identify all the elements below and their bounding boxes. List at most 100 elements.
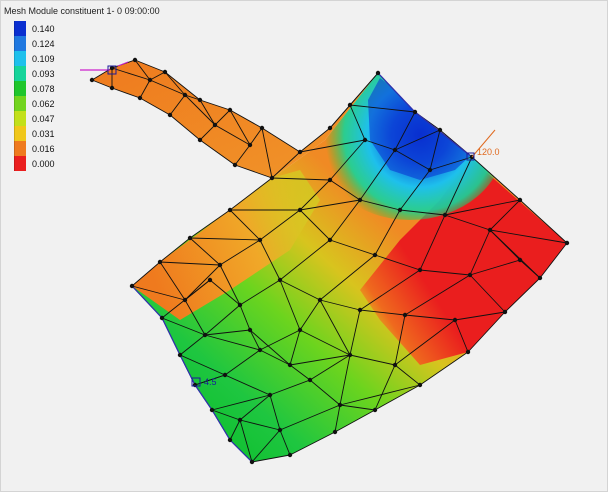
- mesh-node[interactable]: [287, 452, 293, 458]
- mesh-node[interactable]: [267, 392, 273, 398]
- mesh-node[interactable]: [487, 227, 493, 233]
- mesh-node[interactable]: [227, 437, 233, 443]
- mesh-edge: [111, 67, 151, 81]
- mesh-node[interactable]: [327, 237, 333, 243]
- red-zone: [360, 158, 567, 365]
- mesh-node[interactable]: [182, 92, 188, 98]
- mesh-edge: [299, 299, 321, 331]
- mesh-node[interactable]: [249, 459, 255, 465]
- mesh-node[interactable]: [129, 283, 135, 289]
- mesh-node[interactable]: [452, 317, 458, 323]
- mesh-node[interactable]: [227, 107, 233, 113]
- mesh-node[interactable]: [417, 267, 423, 273]
- mesh-node[interactable]: [132, 57, 138, 63]
- mesh-node[interactable]: [257, 347, 263, 353]
- mesh-node[interactable]: [327, 177, 333, 183]
- mesh-node[interactable]: [467, 272, 473, 278]
- mesh-node[interactable]: [247, 327, 253, 333]
- mesh-node[interactable]: [232, 162, 238, 168]
- mesh-node[interactable]: [89, 77, 95, 83]
- right-marker-box[interactable]: [466, 152, 475, 161]
- mesh-node[interactable]: [502, 309, 508, 315]
- mesh-node[interactable]: [517, 257, 523, 263]
- mesh-node[interactable]: [465, 349, 471, 355]
- mesh-edge: [229, 177, 273, 211]
- mesh-node[interactable]: [222, 372, 228, 378]
- mesh-node[interactable]: [277, 427, 283, 433]
- mesh-node[interactable]: [277, 277, 283, 283]
- mesh-node[interactable]: [197, 97, 203, 103]
- mesh-node[interactable]: [372, 407, 378, 413]
- mesh-node[interactable]: [427, 167, 433, 173]
- mesh-node[interactable]: [207, 277, 213, 283]
- mesh-node[interactable]: [517, 197, 523, 203]
- mesh-node[interactable]: [397, 207, 403, 213]
- mesh-node[interactable]: [192, 382, 198, 388]
- mesh-node[interactable]: [297, 207, 303, 213]
- mesh-node[interactable]: [332, 429, 338, 435]
- mesh-node[interactable]: [109, 65, 115, 71]
- mesh-node[interactable]: [109, 85, 115, 91]
- mesh-edge: [394, 149, 431, 171]
- mesh-edge: [319, 254, 376, 301]
- mesh-node[interactable]: [417, 382, 423, 388]
- legend-swatch: [14, 96, 26, 111]
- mesh-node[interactable]: [327, 125, 333, 131]
- mesh-node[interactable]: [187, 235, 193, 241]
- mesh-node[interactable]: [317, 297, 323, 303]
- mesh-node[interactable]: [347, 102, 353, 108]
- legend-label: 0.047: [32, 113, 55, 124]
- mesh-node[interactable]: [297, 149, 303, 155]
- mesh-node[interactable]: [297, 327, 303, 333]
- legend-swatch: [14, 111, 26, 126]
- mesh-node[interactable]: [197, 137, 203, 143]
- legend-swatch: [14, 156, 26, 171]
- mesh-edge: [229, 109, 263, 129]
- mesh-node[interactable]: [287, 362, 293, 368]
- mesh-node[interactable]: [259, 125, 265, 131]
- mesh-node[interactable]: [392, 147, 398, 153]
- mesh-node[interactable]: [357, 307, 363, 313]
- mesh-node[interactable]: [147, 77, 153, 83]
- legend-label: 0.140: [32, 23, 55, 34]
- mesh-node[interactable]: [564, 240, 570, 246]
- mesh-node[interactable]: [237, 417, 243, 423]
- mesh-node[interactable]: [537, 275, 543, 281]
- mesh-node[interactable]: [209, 407, 215, 413]
- mesh-edge: [271, 151, 301, 179]
- mesh-node[interactable]: [437, 127, 443, 133]
- mesh-node[interactable]: [375, 70, 381, 76]
- mesh-edge: [349, 354, 396, 366]
- mesh-node[interactable]: [247, 142, 253, 148]
- mesh-node[interactable]: [177, 352, 183, 358]
- mesh-node[interactable]: [167, 112, 173, 118]
- mesh-node[interactable]: [182, 297, 188, 303]
- mesh-node[interactable]: [307, 377, 313, 383]
- mesh-node[interactable]: [137, 95, 143, 101]
- mesh-node[interactable]: [159, 315, 165, 321]
- mesh-node[interactable]: [362, 137, 368, 143]
- mesh-node[interactable]: [227, 207, 233, 213]
- mesh-node[interactable]: [402, 312, 408, 318]
- top-marker-box[interactable]: [107, 65, 117, 75]
- mesh-edge: [211, 409, 241, 421]
- mesh-node[interactable]: [337, 402, 343, 408]
- mesh-node[interactable]: [212, 122, 218, 128]
- mesh-node[interactable]: [442, 212, 448, 218]
- mesh-node[interactable]: [347, 352, 353, 358]
- mesh-node[interactable]: [162, 69, 168, 75]
- mesh-node[interactable]: [372, 252, 378, 258]
- mesh-node[interactable]: [237, 302, 243, 308]
- mesh-node[interactable]: [357, 197, 363, 203]
- mesh-node[interactable]: [269, 175, 275, 181]
- mesh-node[interactable]: [257, 237, 263, 243]
- left-marker-box[interactable]: [191, 377, 201, 387]
- mesh-node[interactable]: [392, 362, 398, 368]
- mesh-edge: [259, 349, 291, 366]
- mesh-node[interactable]: [157, 259, 163, 265]
- mesh-node[interactable]: [412, 109, 418, 115]
- mesh-node[interactable]: [217, 262, 223, 268]
- mesh-node[interactable]: [202, 332, 208, 338]
